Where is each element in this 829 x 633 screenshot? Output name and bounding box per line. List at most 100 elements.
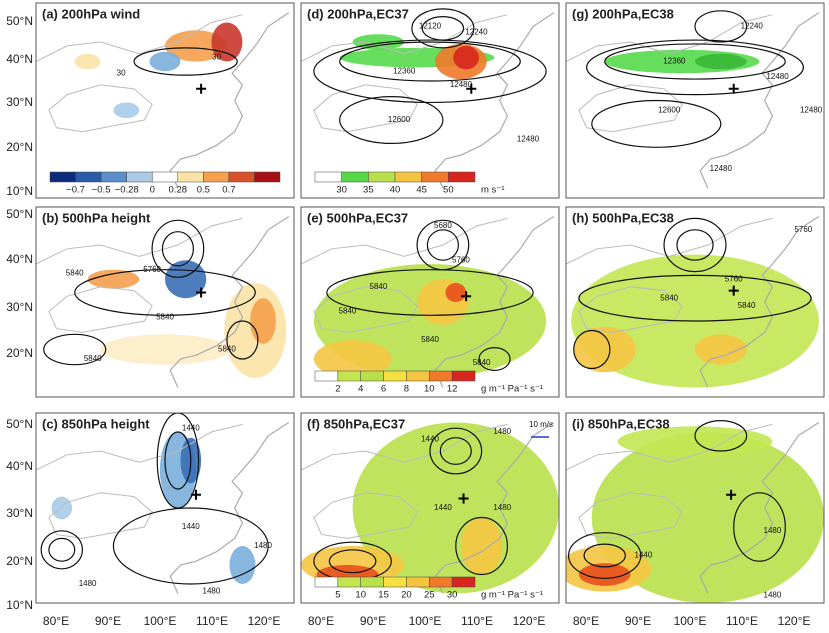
contour-label: 5840 [660,293,678,302]
colorbar-segment [203,171,230,183]
map-panel: 1440 1440 1480 1480 1480 (c) 850hPa height [35,412,295,604]
contour [339,41,521,82]
latitude-label: 20°N [6,554,33,568]
colorbar-label: 0 [150,185,155,196]
coastline [169,12,290,189]
panel-bg [36,413,294,603]
latitude-label: 20°N [6,140,33,154]
marker [728,83,739,94]
latitude-label: 50°N [6,207,33,221]
panel-title: (e) 500hPa,EC37 [307,210,408,225]
coastline [699,421,820,594]
border [36,423,243,471]
longitude-label: 100°E [144,614,177,628]
colorbar-segment [451,370,476,382]
shading [695,53,747,70]
latitude-label: 20°N [6,346,33,360]
contour-label: 5840 [738,301,756,310]
shading [250,298,276,344]
panel-frame [35,2,295,199]
marker [196,287,207,298]
marker [458,493,469,504]
contour [663,217,727,273]
panel-title: (g) 200hPa,EC38 [572,6,674,21]
coastline [699,12,820,189]
contour-label: 12480 [800,105,823,114]
colorbar-segment [314,576,339,588]
contour [133,47,238,76]
contour-label: 12600 [658,105,681,114]
map-content: 12120 12240 12360 12480 12600 12480 [301,3,559,198]
contour-label: 1440 [182,522,200,531]
contour [164,431,192,490]
map-content: 1440 1480 1480 [566,413,824,603]
map-panel: 12120 12240 12360 12480 12600 12480 (d) 200hPa… [300,2,560,199]
marker [196,83,207,94]
colorbar-segment [368,171,396,183]
latitude-label: 40°N [6,459,33,473]
contour-label: 12480 [450,80,473,89]
contour [226,320,259,360]
map-content: 30 30 [36,3,294,198]
colorbar-label: −0.28 [115,185,139,196]
shading [51,496,73,520]
contour-label: 1440 [434,503,452,512]
colorbar-label: 40 [390,185,401,196]
longitude-label: 80°E [43,614,69,628]
contour [74,269,256,316]
colorbar-label: −0.5 [92,185,111,196]
plateau [48,84,153,133]
colorbar-label: 50 [443,185,454,196]
colorbar-segment [126,171,153,183]
contour-label: 5760 [794,225,812,234]
panel-title: (c) 850hPa height [42,416,150,431]
map-panel: 5760 5840 5840 5760 (h) 500hPa,EC38 [565,206,825,398]
contour [439,437,472,465]
colorbar-unit: g m⁻¹ Pa⁻¹ s⁻¹ [481,590,543,601]
contour [40,530,84,570]
latitude-label: 50°N [6,417,33,431]
contour [326,269,534,316]
plateau [313,84,418,133]
coastline [169,215,290,388]
latitude-label: 30°N [6,506,33,520]
contour-label: 5840 [370,282,388,291]
latitude-label: 30°N [6,95,33,109]
map-content: 1440 1440 1480 1480 [301,413,559,603]
colorbar-label: 15 [378,590,389,601]
plateau [578,84,683,133]
colorbar-label: 12 [447,384,458,395]
colorbar-label: 5 [335,590,340,601]
shading [100,334,230,365]
colorbar-segment [360,576,384,588]
contour [583,543,626,568]
colorbar-segment [451,576,476,588]
colorbar-segment [429,370,453,382]
panel-frame [35,206,295,398]
plateau [313,286,418,333]
contour-label: 5760 [452,255,470,264]
map-panel: 1440 1480 1480 (i) 850hPa,EC38 [565,412,825,604]
longitude-label: 90°E [625,614,651,628]
colorbar-segment [314,370,339,382]
colorbar-segment [448,171,476,183]
contour [43,333,107,366]
colorbar-label: 45 [416,185,427,196]
shading [229,546,256,584]
colorbar-segment [314,171,342,183]
coastline [434,421,555,594]
contour [694,419,748,452]
contour-label: 1480 [764,526,782,535]
latitude-label: 40°N [6,252,33,266]
colorbar-segment [254,171,281,183]
contour [426,229,459,261]
border [301,423,508,471]
contour [676,229,714,261]
longitude-label: 80°E [573,614,599,628]
colorbar-segment [360,370,384,382]
contour-label: 12240 [465,27,488,36]
colorbar-segment [394,171,422,183]
map-content: 12240 12360 12480 12600 12480 12480 [566,3,824,198]
panel-frame [300,2,560,199]
panel-frame [565,412,825,604]
